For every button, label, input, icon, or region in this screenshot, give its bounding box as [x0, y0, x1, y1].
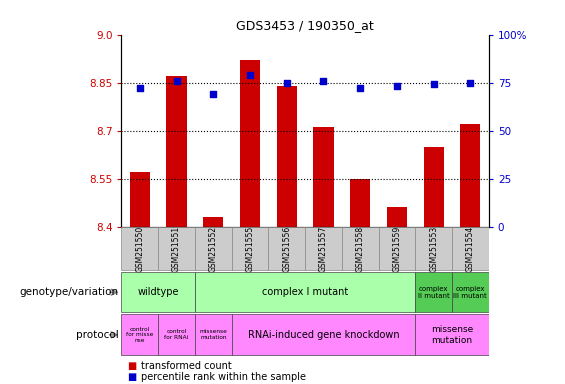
- Bar: [350, 179, 370, 227]
- Text: GSM251552: GSM251552: [209, 225, 218, 272]
- Text: GSM251553: GSM251553: [429, 225, 438, 272]
- FancyBboxPatch shape: [121, 272, 195, 312]
- Point: [209, 91, 218, 97]
- Text: complex
II mutant: complex II mutant: [418, 286, 450, 299]
- Text: ■: ■: [127, 372, 136, 382]
- Bar: [167, 76, 186, 227]
- Text: ■: ■: [127, 361, 136, 371]
- Point: [245, 72, 254, 78]
- FancyBboxPatch shape: [415, 314, 489, 356]
- Title: GDS3453 / 190350_at: GDS3453 / 190350_at: [236, 19, 374, 32]
- FancyBboxPatch shape: [415, 272, 452, 312]
- FancyBboxPatch shape: [232, 314, 415, 356]
- Text: GSM251550: GSM251550: [136, 225, 144, 272]
- FancyBboxPatch shape: [195, 272, 415, 312]
- Text: GSM251559: GSM251559: [393, 225, 401, 272]
- Point: [392, 83, 401, 89]
- Text: wildtype: wildtype: [137, 287, 179, 297]
- Text: control
for misse
nse: control for misse nse: [126, 326, 154, 343]
- Text: protocol: protocol: [76, 330, 119, 340]
- FancyBboxPatch shape: [121, 227, 158, 270]
- Point: [466, 79, 475, 86]
- Text: missense
mutation: missense mutation: [431, 325, 473, 344]
- Text: percentile rank within the sample: percentile rank within the sample: [141, 372, 306, 382]
- Bar: [424, 147, 444, 227]
- Bar: [387, 207, 407, 227]
- Point: [429, 81, 438, 88]
- FancyBboxPatch shape: [305, 227, 342, 270]
- Point: [319, 78, 328, 84]
- FancyBboxPatch shape: [158, 314, 195, 356]
- FancyBboxPatch shape: [195, 227, 232, 270]
- Text: complex I mutant: complex I mutant: [262, 287, 348, 297]
- Point: [172, 78, 181, 84]
- FancyBboxPatch shape: [268, 227, 305, 270]
- FancyBboxPatch shape: [415, 227, 452, 270]
- Bar: [240, 60, 260, 227]
- Point: [282, 79, 292, 86]
- FancyBboxPatch shape: [379, 227, 415, 270]
- FancyBboxPatch shape: [452, 272, 489, 312]
- FancyBboxPatch shape: [195, 314, 232, 356]
- Text: genotype/variation: genotype/variation: [20, 287, 119, 297]
- FancyBboxPatch shape: [342, 227, 379, 270]
- Text: GSM251551: GSM251551: [172, 225, 181, 272]
- Text: missense
mutation: missense mutation: [199, 329, 227, 340]
- Text: GSM251557: GSM251557: [319, 225, 328, 272]
- FancyBboxPatch shape: [232, 227, 268, 270]
- Text: control
for RNAi: control for RNAi: [164, 329, 189, 340]
- Text: GSM251558: GSM251558: [356, 225, 364, 272]
- Bar: [130, 172, 150, 227]
- FancyBboxPatch shape: [158, 227, 195, 270]
- Text: GSM251556: GSM251556: [282, 225, 291, 272]
- Text: GSM251555: GSM251555: [246, 225, 254, 272]
- Bar: [314, 127, 333, 227]
- Text: GSM251554: GSM251554: [466, 225, 475, 272]
- Bar: [203, 217, 223, 227]
- FancyBboxPatch shape: [121, 314, 158, 356]
- Text: RNAi-induced gene knockdown: RNAi-induced gene knockdown: [247, 330, 399, 340]
- Bar: [277, 86, 297, 227]
- Text: transformed count: transformed count: [141, 361, 232, 371]
- Point: [136, 85, 145, 91]
- Point: [356, 85, 365, 91]
- Bar: [460, 124, 480, 227]
- Text: complex
III mutant: complex III mutant: [454, 286, 487, 299]
- FancyBboxPatch shape: [452, 227, 489, 270]
